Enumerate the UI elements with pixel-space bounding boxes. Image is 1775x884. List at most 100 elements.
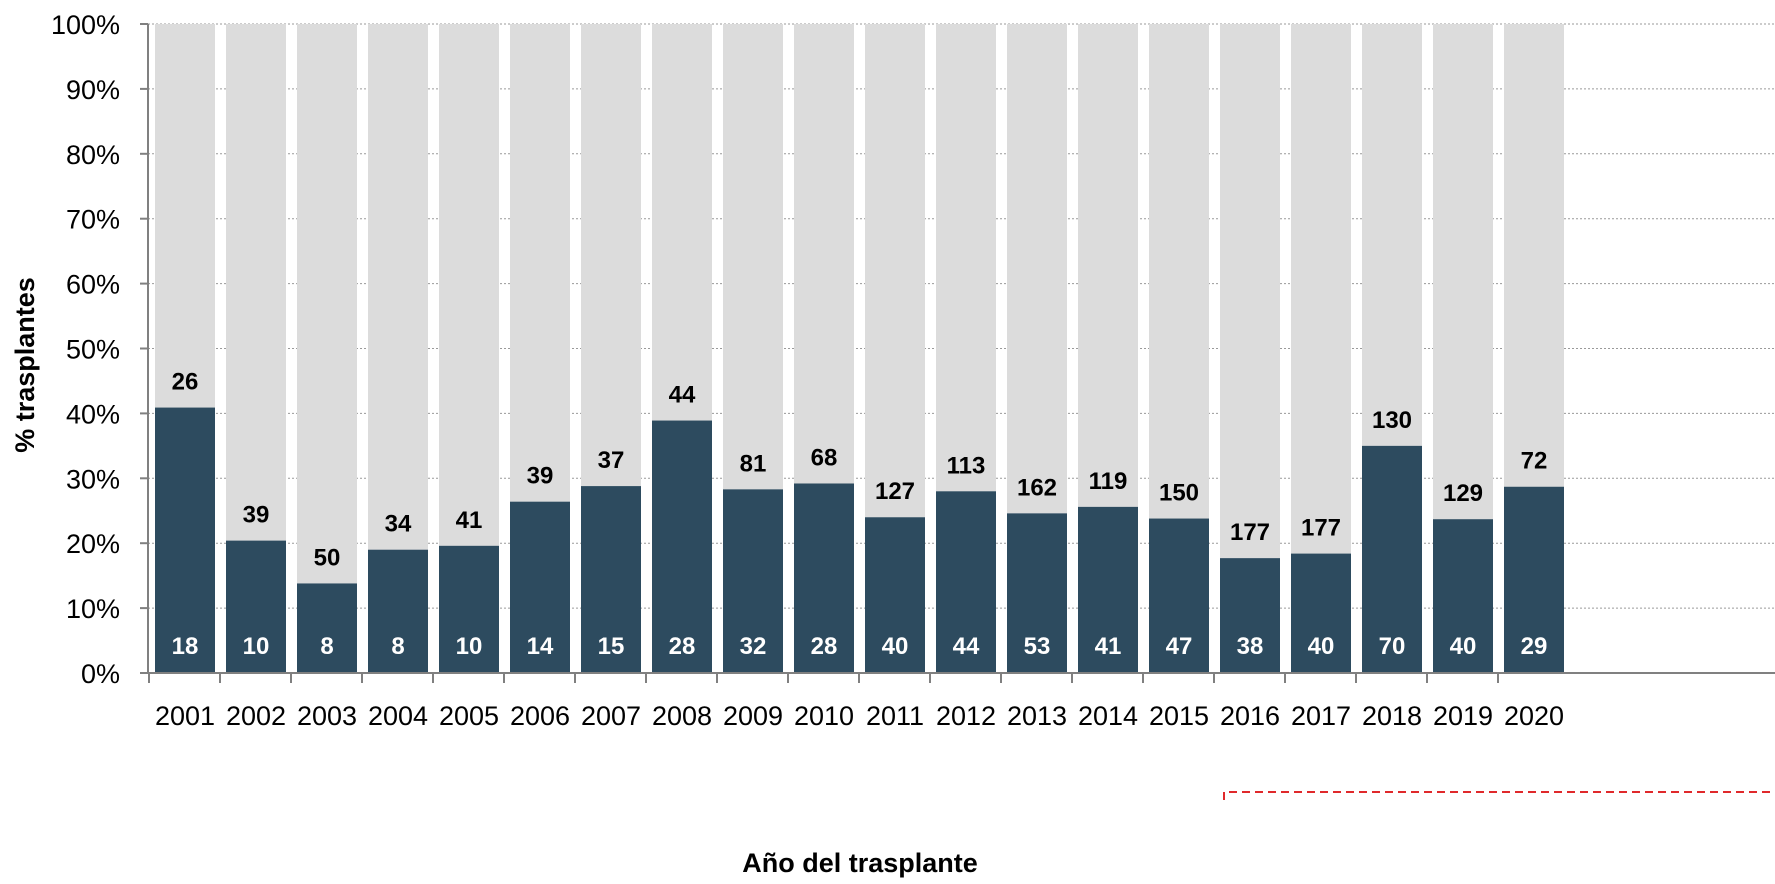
y-tick-label: 80%: [66, 140, 120, 170]
data-label-upper-2010: 68: [811, 444, 838, 471]
data-label-upper-2007: 37: [598, 447, 625, 474]
x-tick-label-2012: 2012: [936, 701, 996, 731]
x-tick-label-2010: 2010: [794, 701, 854, 731]
bar-upper-2008: [652, 24, 712, 421]
bar-upper-2012: [936, 24, 996, 492]
data-label-upper-2005: 41: [456, 507, 483, 534]
bar-upper-2009: [723, 24, 783, 490]
bar-upper-2015: [1149, 24, 1209, 519]
data-label-upper-2004: 34: [385, 511, 412, 538]
x-tick-label-2001: 2001: [155, 701, 215, 731]
y-axis-title: % trasplantes: [10, 277, 40, 453]
data-label-lower-2009: 32: [740, 633, 767, 660]
y-tick-label: 0%: [81, 659, 120, 689]
x-tick-label-2002: 2002: [226, 701, 286, 731]
bar-upper-2007: [581, 24, 641, 487]
bar-lower-2012: [936, 491, 996, 673]
data-label-upper-2014: 119: [1089, 468, 1128, 495]
bar-lower-2008: [652, 420, 712, 673]
x-tick-label-2018: 2018: [1362, 701, 1422, 731]
bar-lower-2002: [226, 540, 286, 673]
data-label-upper-2002: 39: [243, 502, 270, 529]
data-label-lower-2019: 40: [1450, 633, 1477, 660]
data-label-lower-2015: 47: [1166, 633, 1193, 660]
x-tick-label-2007: 2007: [581, 701, 641, 731]
bar-lower-2013: [1007, 513, 1067, 673]
data-label-lower-2016: 38: [1237, 633, 1264, 660]
x-tick-label-2003: 2003: [297, 701, 357, 731]
annotation-box: [1223, 791, 1775, 800]
data-label-upper-2008: 44: [669, 382, 696, 409]
data-label-lower-2010: 28: [811, 633, 838, 660]
data-label-upper-2020: 72: [1521, 448, 1548, 475]
data-label-lower-2006: 14: [527, 633, 554, 660]
y-tick-label: 10%: [66, 594, 120, 624]
data-label-lower-2014: 41: [1095, 633, 1122, 660]
bar-upper-2004: [368, 24, 428, 550]
x-tick-label-2005: 2005: [439, 701, 499, 731]
x-tick-label-2008: 2008: [652, 701, 712, 731]
bar-upper-2020: [1504, 24, 1564, 487]
x-tick-label-2013: 2013: [1007, 701, 1067, 731]
bar-lower-2011: [865, 517, 925, 673]
data-label-lower-2018: 70: [1379, 633, 1406, 660]
x-tick-label-2011: 2011: [866, 701, 924, 731]
data-label-upper-2011: 127: [875, 478, 915, 505]
bar-lower-2015: [1149, 518, 1209, 673]
bar-lower-2004: [368, 549, 428, 673]
bar-upper-2016: [1220, 24, 1280, 559]
bar-lower-2019: [1433, 519, 1493, 673]
bar-lower-2016: [1220, 558, 1280, 673]
data-label-upper-2001: 26: [172, 369, 199, 396]
bar-upper-2001: [155, 24, 215, 408]
y-tick-label: 100%: [51, 10, 120, 40]
data-label-upper-2009: 81: [740, 450, 767, 477]
bar-upper-2011: [865, 24, 925, 518]
y-tick-label: 70%: [66, 205, 120, 235]
data-label-upper-2018: 130: [1372, 407, 1412, 434]
bar-lower-2010: [794, 483, 854, 673]
x-tick-label-2009: 2009: [723, 701, 783, 731]
data-label-upper-2013: 162: [1017, 474, 1057, 501]
bar-lower-2006: [510, 501, 570, 673]
bar-upper-2003: [297, 24, 357, 584]
x-tick-label-2006: 2006: [510, 701, 570, 731]
annotation-box-border: [1223, 791, 1775, 800]
x-tick-label-2017: 2017: [1291, 701, 1351, 731]
x-axis-title: Año del trasplante: [742, 848, 978, 878]
bar-upper-2013: [1007, 24, 1067, 514]
data-label-lower-2012: 44: [953, 633, 980, 660]
bar-lower-2005: [439, 545, 499, 673]
data-label-lower-2003: 8: [320, 633, 333, 660]
bar-lower-2020: [1504, 486, 1564, 673]
data-label-upper-2003: 50: [314, 544, 341, 571]
bar-upper-2010: [794, 24, 854, 484]
bar-lower-2018: [1362, 445, 1422, 673]
bar-upper-2014: [1078, 24, 1138, 507]
labels-layer: 0% 10% 20% 30% 40% 50% 60% 70% 80% 90% 100% 26 18 200…: [51, 10, 1564, 731]
bar-upper-2006: [510, 24, 570, 502]
x-tick-label-2014: 2014: [1078, 701, 1138, 731]
data-label-upper-2019: 129: [1443, 480, 1483, 507]
data-label-lower-2007: 15: [598, 633, 625, 660]
data-label-lower-2004: 8: [391, 633, 404, 660]
y-tick-label: 20%: [66, 529, 120, 559]
data-label-upper-2006: 39: [527, 463, 554, 490]
data-label-lower-2011: 40: [882, 633, 909, 660]
y-tick-label: 30%: [66, 464, 120, 494]
bar-lower-2001: [155, 407, 215, 673]
y-tick-label: 50%: [66, 335, 120, 365]
data-label-upper-2015: 150: [1159, 480, 1199, 507]
data-label-lower-2005: 10: [456, 633, 483, 660]
y-tick-label: 60%: [66, 270, 120, 300]
x-tick-label-2016: 2016: [1220, 701, 1280, 731]
bar-lower-2003: [297, 583, 357, 673]
x-tick-label-2015: 2015: [1149, 701, 1209, 731]
bars-layer: [155, 24, 1564, 673]
data-label-upper-2012: 113: [947, 452, 986, 479]
bar-lower-2014: [1078, 506, 1138, 673]
data-label-lower-2020: 29: [1521, 633, 1548, 660]
data-label-upper-2017: 177: [1301, 515, 1341, 542]
